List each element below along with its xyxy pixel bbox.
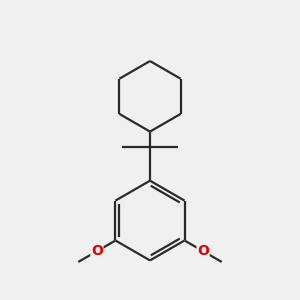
Text: O: O <box>91 244 103 258</box>
Text: O: O <box>197 244 209 258</box>
